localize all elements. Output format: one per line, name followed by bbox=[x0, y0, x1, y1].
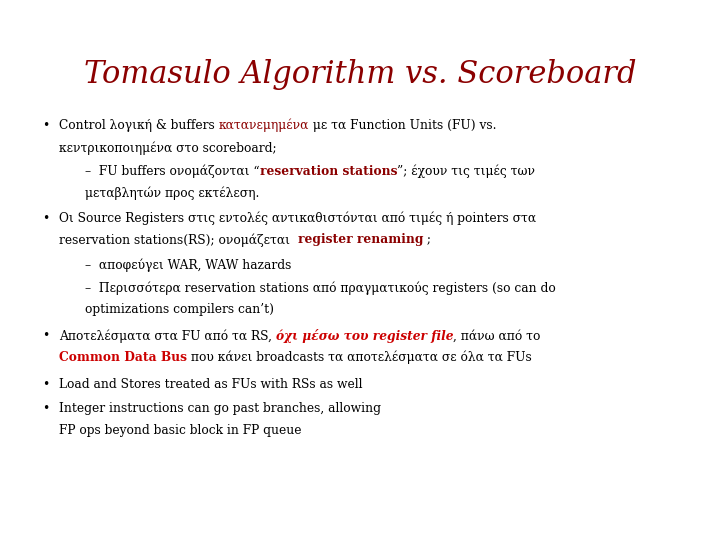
Text: ”; έχουν τις τιμές των: ”; έχουν τις τιμές των bbox=[397, 165, 535, 178]
Text: •: • bbox=[42, 378, 49, 391]
Text: FP ops beyond basic block in FP queue: FP ops beyond basic block in FP queue bbox=[59, 424, 302, 437]
Text: •: • bbox=[42, 402, 49, 415]
Text: κεντρικοποιημένα στο scoreboard;: κεντρικοποιημένα στο scoreboard; bbox=[59, 141, 276, 155]
Text: με τα Function Units (FU) vs.: με τα Function Units (FU) vs. bbox=[309, 119, 497, 132]
Text: Tomasulo Algorithm vs. Scoreboard: Tomasulo Algorithm vs. Scoreboard bbox=[84, 59, 636, 90]
Text: Integer instructions can go past branches, allowing: Integer instructions can go past branche… bbox=[59, 402, 381, 415]
Text: Control λογική & buffers: Control λογική & buffers bbox=[59, 119, 219, 132]
Text: που κάνει broadcasts τα αποτελέσματα σε όλα τα FUs: που κάνει broadcasts τα αποτελέσματα σε … bbox=[187, 351, 532, 364]
Text: Load and Stores treated as FUs with RSs as well: Load and Stores treated as FUs with RSs … bbox=[59, 378, 363, 391]
Text: , πάνω από το: , πάνω από το bbox=[454, 329, 541, 342]
Text: •: • bbox=[42, 119, 49, 132]
Text: •: • bbox=[42, 212, 49, 225]
Text: κατανεμημένα: κατανεμημένα bbox=[219, 119, 309, 132]
Text: Common Data Bus: Common Data Bus bbox=[59, 351, 187, 364]
Text: –  Περισσότερα reservation stations από πραγματικούς registers (so can do: – Περισσότερα reservation stations από π… bbox=[85, 282, 556, 295]
Text: optimizations compilers can’t): optimizations compilers can’t) bbox=[85, 303, 274, 316]
Text: όχι μέσω του register file: όχι μέσω του register file bbox=[276, 329, 454, 343]
Text: Οι Source Registers στις εντολές αντικαθιστόνται από τιμές ή pointers στα: Οι Source Registers στις εντολές αντικαθ… bbox=[59, 212, 536, 225]
Text: reservation stations(RS); ονομάζεται: reservation stations(RS); ονομάζεται bbox=[59, 233, 298, 247]
Text: –  FU buffers ονομάζονται “: – FU buffers ονομάζονται “ bbox=[85, 165, 260, 178]
Text: ;: ; bbox=[423, 233, 431, 246]
Text: μεταβλητών προς εκτέλεση.: μεταβλητών προς εκτέλεση. bbox=[85, 186, 259, 200]
Text: reservation stations: reservation stations bbox=[260, 165, 397, 178]
Text: register renaming: register renaming bbox=[298, 233, 423, 246]
Text: Αποτελέσματα στα FU από τα RS,: Αποτελέσματα στα FU από τα RS, bbox=[59, 329, 276, 343]
Text: –  αποφεύγει WAR, WAW hazards: – αποφεύγει WAR, WAW hazards bbox=[85, 258, 292, 272]
Text: •: • bbox=[42, 329, 49, 342]
